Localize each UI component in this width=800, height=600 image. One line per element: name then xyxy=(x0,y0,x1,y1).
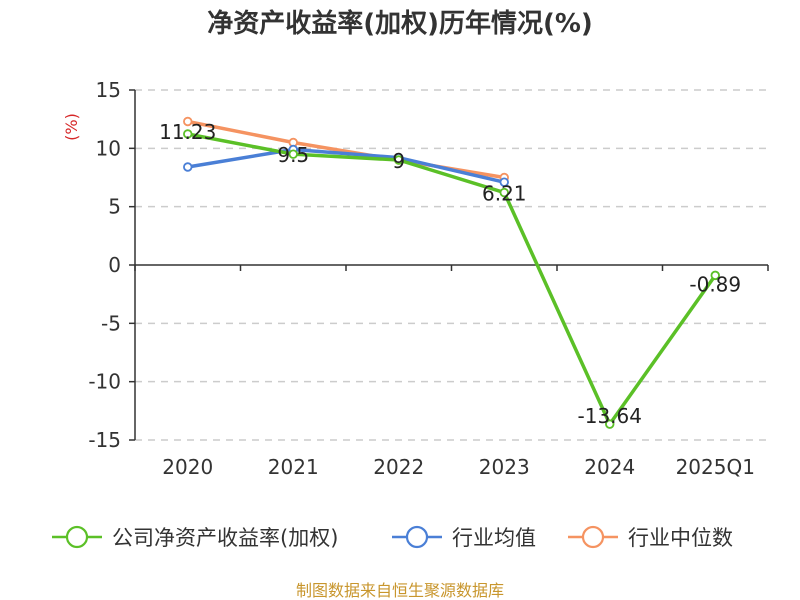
x-tick-label: 2023 xyxy=(479,455,530,479)
data-point xyxy=(183,116,193,127)
axes: 15 10 5 0 -5 -10 -15 2020 2021 2022 2023 2024 2025Q1 xyxy=(88,78,769,479)
chart-title: 净资产收益率(加权)历年情况(%) xyxy=(207,8,593,39)
data-label: 9 xyxy=(392,149,405,173)
x-tick-label: 2020 xyxy=(162,455,213,479)
data-label: 9.5 xyxy=(277,143,309,167)
y-tick-label: -10 xyxy=(88,370,121,394)
data-point xyxy=(183,162,193,172)
legend-label: 行业均值 xyxy=(452,526,536,550)
data-label: 6.21 xyxy=(482,182,527,206)
data-point xyxy=(499,177,509,187)
data-label: -0.89 xyxy=(689,272,741,296)
legend-label: 公司净资产收益率(加权) xyxy=(112,526,338,550)
y-tick-label: 0 xyxy=(108,253,121,277)
y-tick-label: -15 xyxy=(88,428,121,452)
x-tick-label: 2024 xyxy=(584,455,635,479)
legend-label: 行业中位数 xyxy=(628,526,733,550)
y-tick-label: 15 xyxy=(96,78,121,102)
data-point xyxy=(499,187,509,198)
y-tick-label: 10 xyxy=(96,136,121,160)
data-point xyxy=(183,129,193,139)
data-point xyxy=(394,155,404,165)
data-point xyxy=(288,149,298,159)
grid-lines xyxy=(135,89,768,441)
y-tick-label: -5 xyxy=(101,311,121,335)
legend-marker xyxy=(405,525,429,549)
legend-marker xyxy=(65,525,89,549)
legend: 公司净资产收益率(加权) 行业均值 行业中位数 xyxy=(52,525,733,550)
series-line xyxy=(187,119,505,180)
y-axis-unit: (%) xyxy=(62,113,81,141)
y-tick-label: 5 xyxy=(108,195,121,219)
x-tick-label: 2022 xyxy=(373,455,424,479)
data-label: 11.23 xyxy=(159,120,216,144)
source-note: 制图数据来自恒生聚源数据库 xyxy=(296,581,504,600)
series-layer xyxy=(183,116,720,429)
data-point xyxy=(605,419,615,429)
data-labels: 11.23 9.5 9 6.21 -13.64 -0.89 xyxy=(159,120,741,428)
series-line xyxy=(187,147,505,184)
series-line xyxy=(187,132,717,426)
x-tick-label: 2025Q1 xyxy=(676,455,755,479)
data-label: -13.64 xyxy=(578,404,642,428)
legend-marker xyxy=(581,525,605,549)
x-tick-label: 2021 xyxy=(268,455,319,479)
data-point xyxy=(710,270,720,281)
